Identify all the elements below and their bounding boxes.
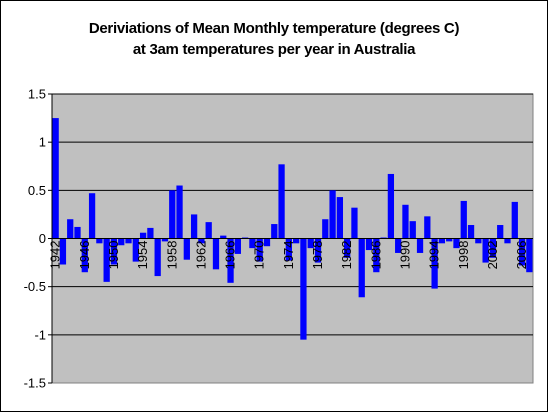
bar [59,238,67,265]
bar [285,238,292,261]
bar [220,235,227,239]
chart-title-line-1: Deriviations of Mean Monthly temperature… [88,20,460,37]
bar [511,201,518,239]
x-tick-label: 1998 [456,241,471,270]
bar [395,238,402,253]
bar [198,238,205,244]
bar [190,214,198,239]
bar [307,238,314,249]
bar [431,238,438,289]
bar [147,227,154,239]
bar [132,238,139,262]
x-tick-label: 1990 [397,241,412,270]
x-tick-label: 1954 [135,241,150,270]
y-axis: 1.5 1 0.5 0 -0.5 -1 -1.5 [24,87,53,391]
bars [52,118,533,340]
x-tick-label: 1974 [281,241,296,270]
bar [300,238,307,340]
bar [161,238,169,242]
x-tick-label: 1982 [339,241,354,270]
bar [482,238,489,263]
y-tick-label: 1 [39,135,46,150]
x-tick-label: 2002 [485,240,500,269]
x-tick-label: 1946 [77,241,92,270]
bar [176,185,183,239]
bar [518,238,526,266]
bar [293,238,300,244]
bar [103,238,110,282]
bar [96,238,103,244]
bar [402,204,409,239]
bar [154,238,161,277]
bar [314,238,322,263]
bar [271,224,278,239]
bar [497,225,504,239]
x-tick-label: 2006 [514,241,529,270]
bar [504,238,511,244]
bar [475,238,482,244]
bar [322,219,329,239]
x-tick-label: 1950 [106,241,121,270]
bar [365,238,373,251]
bar [139,232,147,239]
bar [74,226,81,239]
bar [460,200,467,239]
bar [81,238,88,273]
y-tick-label: -1.5 [24,376,46,391]
bar [52,118,59,239]
bar [227,238,234,283]
bar [336,197,344,239]
bar [110,238,118,265]
y-tick-label: 1.5 [28,87,46,102]
bar [416,238,424,253]
chart-title-line-2: at 3am temperatures per year in Australi… [132,41,416,58]
bar [329,190,336,239]
y-tick-label: 0.5 [28,183,46,198]
x-tick-label: 1994 [427,241,442,270]
bar [183,238,190,260]
bar [373,238,380,273]
bar [249,238,256,249]
bar [205,222,212,239]
x-tick-label: 1958 [164,241,179,270]
gridlines [52,93,533,336]
y-tick-label: -0.5 [24,279,46,294]
bar [212,238,220,270]
bar [489,238,497,258]
bar [344,238,351,258]
y-tick-label: 0 [39,231,46,246]
bar [278,164,285,239]
x-tick-label: 1966 [223,241,238,270]
x-tick-label: 1970 [252,241,267,270]
x-axis: 1942 1946 1950 1954 1958 1962 1966 1970 1974 1978… [48,238,533,270]
bar [118,238,125,246]
bar [263,238,271,247]
bar [358,238,365,298]
bar [409,221,416,239]
chart-title: Deriviations of Mean Monthly temperature… [0,18,548,60]
bar [453,238,460,249]
bar [125,238,132,244]
bar [67,219,74,239]
bar [234,238,241,254]
bar [387,173,395,239]
y-tick-label: -1 [34,327,46,342]
x-tick-label: 1978 [310,241,325,270]
bar [467,225,475,239]
bar [169,190,176,239]
x-tick-label: 1986 [368,241,383,270]
x-tick-label: 1962 [193,241,208,270]
bar [88,193,96,239]
bar [438,238,446,244]
bar [256,238,263,262]
bar [424,216,431,239]
bar [446,238,453,242]
bar [351,207,358,239]
x-tick-label: 1942 [48,241,63,270]
bar [526,238,533,273]
